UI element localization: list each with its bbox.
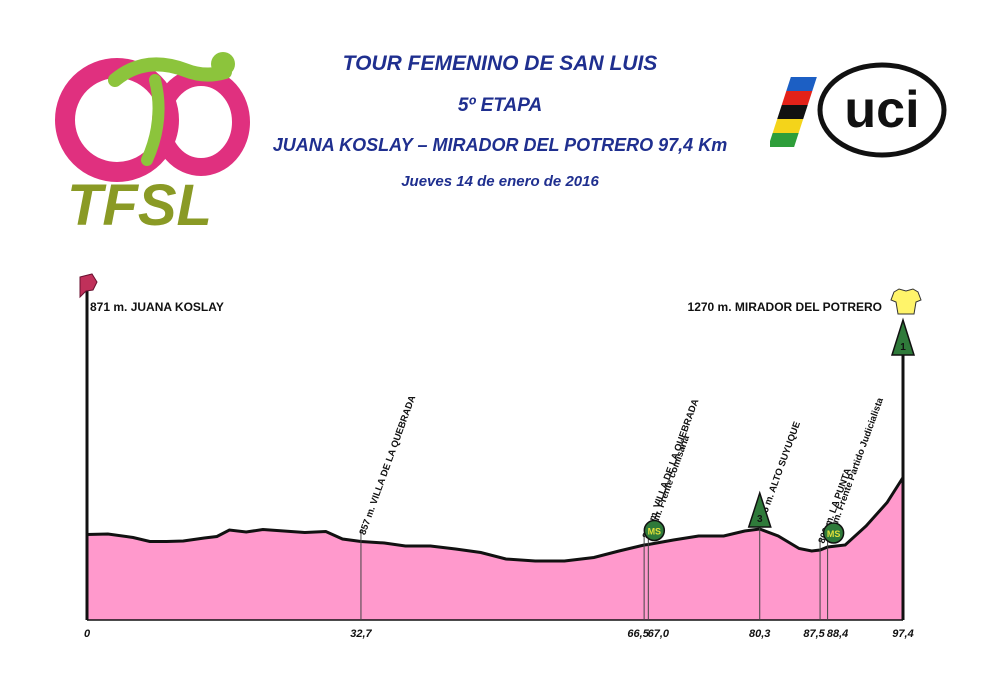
uci-ring — [817, 62, 947, 158]
sprint-marker-label: MS — [827, 529, 841, 539]
km-tick-label: 80,3 — [749, 628, 770, 640]
stage-number: 5º ETAPA — [457, 95, 543, 116]
logo-rider-leg — [141, 74, 165, 166]
km-tick-label: 87,5 — [803, 628, 825, 640]
climb-category-label: 1 — [900, 342, 906, 353]
logo-rider-head — [211, 52, 235, 76]
km-tick-label: 97,4 — [892, 628, 913, 640]
uci-letters: uci — [844, 81, 919, 139]
uci-logo: uci — [770, 62, 947, 158]
stage-date: Jueves 14 de enero de 2016 — [401, 173, 599, 190]
climb-category-label: 3 — [757, 514, 763, 525]
point-label: 857 m. VILLA DE LA QUEBRADA — [357, 394, 418, 537]
finish-location-label: 1270 m. MIRADOR DEL POTRERO — [687, 300, 882, 314]
logo-letters: TFSL — [67, 173, 212, 238]
stage-route: JUANA KOSLAY – MIRADOR DEL POTRERO 97,4 … — [272, 135, 728, 155]
km-tick-label: 67,0 — [648, 628, 670, 640]
climb-marker-icon — [890, 317, 916, 356]
km-tick-label: 0 — [84, 628, 91, 640]
tfsl-logo: TFSL — [55, 52, 250, 238]
km-tick-label: 88,4 — [827, 628, 848, 640]
logo-rider-back — [108, 57, 232, 87]
start-flag-icon — [79, 273, 98, 299]
profile-line — [86, 476, 905, 563]
km-tick-label: 66,5 — [627, 628, 649, 640]
climb-marker-icon — [747, 490, 772, 528]
sprint-marker-icon — [643, 519, 666, 542]
sprint-marker-icon — [822, 522, 845, 544]
race-title: TOUR FEMENINO DE SAN LUIS — [342, 52, 658, 75]
profile-area — [87, 477, 903, 620]
sprint-marker-label: MS — [648, 527, 662, 537]
start-location-label: 871 m. JUANA KOSLAY — [90, 300, 224, 314]
km-tick-label: 32,7 — [350, 628, 372, 640]
finish-jersey-icon — [890, 288, 922, 315]
